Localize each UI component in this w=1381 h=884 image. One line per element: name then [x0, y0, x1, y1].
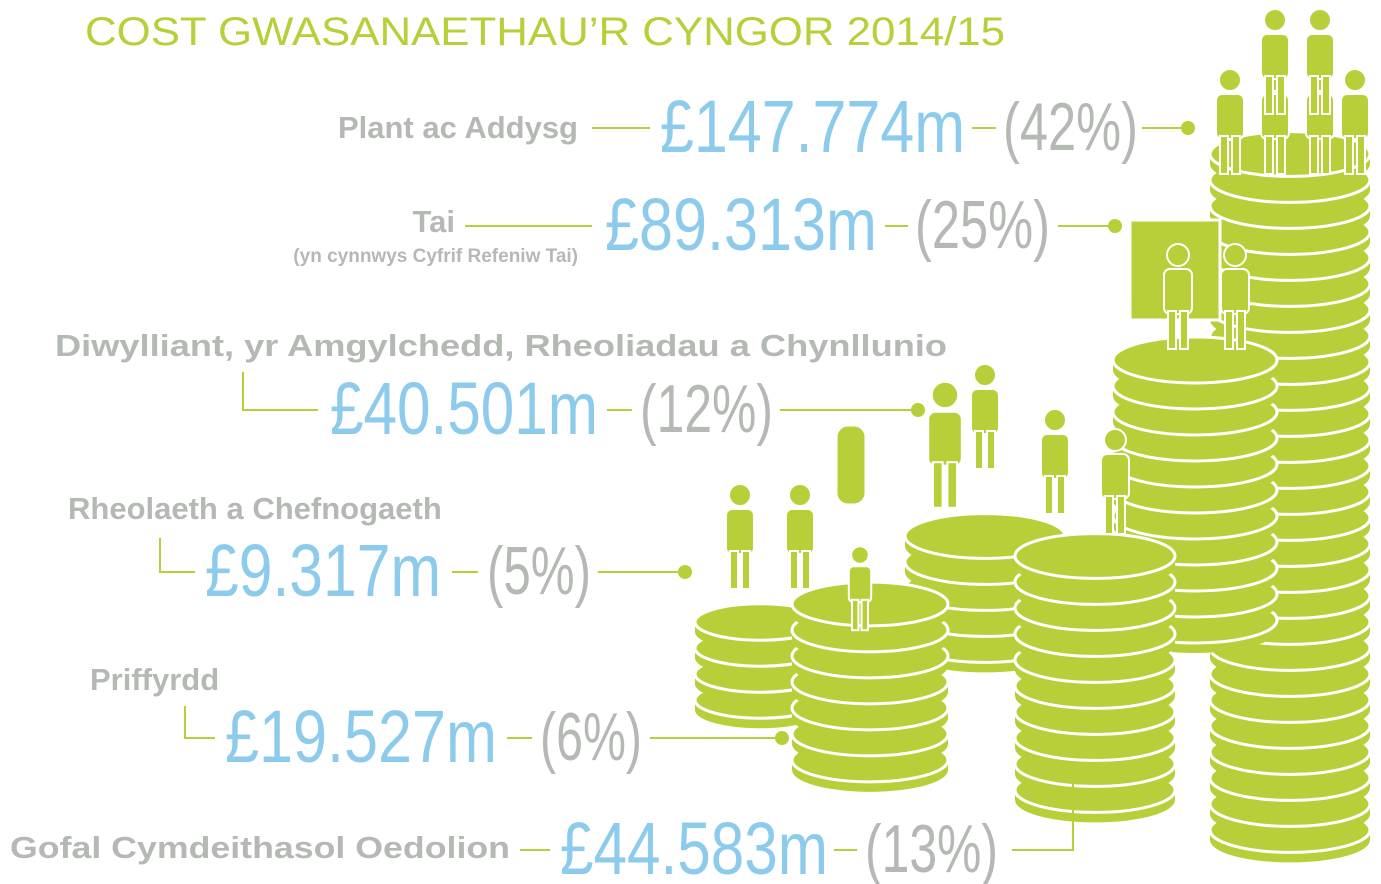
- coin-shape: [1321, 75, 1331, 115]
- coin-shape: [1040, 433, 1070, 480]
- coin-shape: [974, 430, 984, 470]
- connector: [242, 372, 318, 411]
- amount: £9.317m: [205, 529, 441, 612]
- label: Gofal Cymdeithasol Oedolion: [10, 830, 510, 865]
- coin-shape: [1167, 310, 1177, 350]
- coin-shape: [1343, 68, 1367, 92]
- connector: [184, 706, 215, 739]
- coin-shape: [1276, 75, 1286, 115]
- coin-shape: [1223, 243, 1247, 267]
- coin-shape: [1116, 495, 1126, 535]
- label: Rheolaeth a Chefnogaeth: [68, 491, 442, 526]
- coin-shape: [1264, 135, 1274, 175]
- coin-shape: [1215, 93, 1245, 140]
- label: Diwylliant, yr Amgylchedd, Rheoliadau a …: [55, 328, 947, 363]
- coin-stacks: [693, 8, 1372, 863]
- share: (5%): [487, 533, 591, 609]
- note: (yn cynnwys Cyfrif Refeniw Tai): [293, 246, 578, 267]
- label: Tai: [413, 204, 456, 239]
- coin-shape: [1219, 135, 1229, 175]
- coin-shape: [728, 483, 752, 507]
- coin-shape: [847, 565, 873, 604]
- coin-shape: [1321, 135, 1331, 175]
- coin-shape: [1100, 453, 1130, 500]
- coin-shape: [927, 410, 963, 467]
- coin-shape: [946, 461, 959, 509]
- coin-shape: [1218, 68, 1242, 92]
- coin-shape: [1263, 8, 1287, 32]
- share: (6%): [540, 699, 642, 775]
- coin-shape: [973, 363, 997, 387]
- coin-shape: [788, 483, 812, 507]
- coin-shape: [932, 461, 944, 509]
- dot: [1181, 121, 1195, 135]
- coin-shape: [801, 550, 811, 590]
- coin-shape: [789, 550, 799, 590]
- coin-shape: [785, 508, 815, 555]
- coin-shape: [986, 430, 996, 470]
- coin-shape: [1166, 243, 1190, 267]
- coin-shape: [1043, 408, 1067, 432]
- dot: [678, 565, 692, 579]
- amount: £147.774m: [660, 85, 965, 168]
- coin-shape: [930, 380, 960, 410]
- coin-shape: [1305, 33, 1335, 80]
- coin-shape: [729, 550, 739, 590]
- label: Priffyrdd: [90, 662, 219, 697]
- coin-shape: [1013, 532, 1177, 580]
- coin-shape: [1276, 135, 1286, 175]
- coin-shape: [1236, 310, 1246, 350]
- amount: £40.501m: [330, 367, 598, 450]
- coin-shape: [741, 550, 751, 590]
- coin-shape: [1220, 268, 1250, 315]
- coin-shape: [1104, 495, 1114, 535]
- coin-shape: [1163, 268, 1193, 315]
- coin-shape: [1111, 335, 1279, 385]
- dot: [1108, 219, 1122, 233]
- share: (25%): [915, 187, 1050, 263]
- coin-shape: [1309, 135, 1319, 175]
- coin-shape: [850, 545, 870, 565]
- coin-shape: [1340, 93, 1370, 140]
- coin-shape: [1356, 135, 1366, 175]
- share: (13%): [865, 811, 998, 884]
- coin-shape: [1260, 33, 1290, 80]
- coin-shape: [1179, 310, 1189, 350]
- dot: [1066, 769, 1080, 783]
- coin-shape: [860, 598, 869, 632]
- amount: £19.527m: [225, 695, 497, 778]
- amount: £89.313m: [605, 183, 877, 266]
- coin-shape: [1309, 75, 1319, 115]
- coin-shape: [1308, 8, 1332, 32]
- coin-shape: [1224, 310, 1234, 350]
- title: COST GWASANAETHAU’R CYNGOR 2014/15: [85, 10, 1005, 54]
- label: Plant ac Addysg: [338, 110, 578, 145]
- amount: £44.583m: [560, 807, 828, 884]
- coin-shape: [1044, 475, 1054, 515]
- connector: [1012, 782, 1074, 851]
- coin-shape: [834, 423, 868, 507]
- coin-shape: [1056, 475, 1066, 515]
- coin-shape: [725, 508, 755, 555]
- coin-shape: [1264, 75, 1274, 115]
- share: (42%): [1003, 89, 1138, 165]
- coin-shape: [970, 388, 1000, 435]
- connector: [159, 538, 195, 573]
- coin-shape: [851, 598, 860, 632]
- coin-shape: [1231, 135, 1241, 175]
- coin-shape: [1103, 428, 1127, 452]
- dot: [911, 403, 925, 417]
- dot: [775, 731, 789, 745]
- share: (12%): [640, 371, 773, 447]
- coin-shape: [1344, 135, 1354, 175]
